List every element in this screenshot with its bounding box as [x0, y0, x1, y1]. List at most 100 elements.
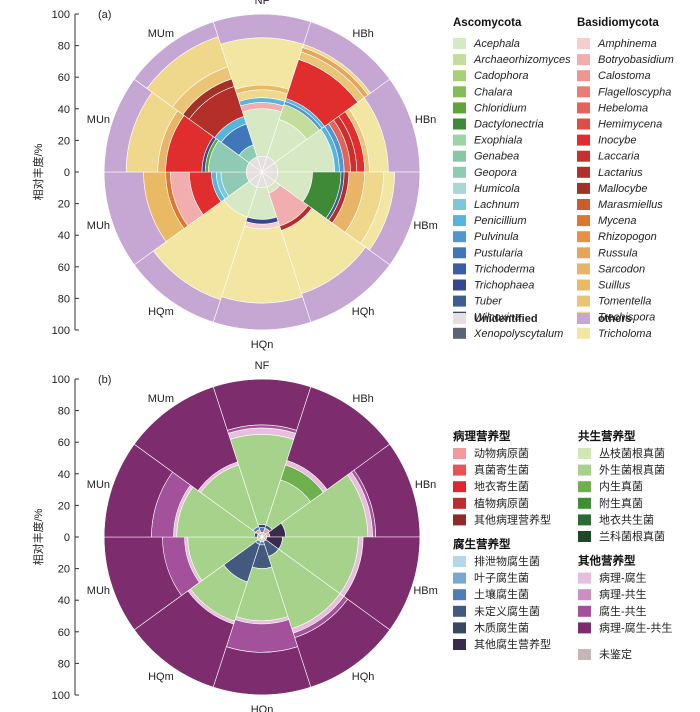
- legend-label: 木质腐生菌: [474, 620, 529, 634]
- y-axis-label: 相对丰度/%: [31, 508, 45, 565]
- legend-item-mycena: Mycena: [577, 215, 637, 227]
- legend-label: 其他病理营养型: [474, 512, 551, 526]
- legend-label: Botryobasidium: [598, 54, 674, 66]
- legend-swatch: [577, 313, 590, 324]
- radial-axis: 100 80 60 40 20 0 20 40 60 80 100 相对丰度/%: [31, 374, 79, 702]
- tick-label-up-40: 40: [58, 104, 70, 116]
- category-label-hqm: HQm: [148, 671, 174, 683]
- legend-item-exophiala: Exophiala: [453, 134, 522, 147]
- legend-label: Hemimycena: [598, 119, 662, 131]
- legend-item-item-4: 其他病理营养型: [453, 512, 551, 526]
- legend-swatch: [453, 481, 466, 493]
- legend-label: 土壤腐生菌: [474, 587, 529, 601]
- legend-swatch: [453, 295, 466, 307]
- category-label-hqh: HQh: [352, 671, 375, 683]
- legend-label: Trichophaea: [474, 280, 534, 292]
- legend-label: 内生真菌: [599, 479, 643, 493]
- bar-segment-nf-6: [212, 378, 312, 431]
- bar-segment-hqn-6: [212, 646, 312, 696]
- legend-swatch: [577, 199, 590, 210]
- legend-swatch: [453, 54, 466, 66]
- legend-swatch: [453, 639, 466, 650]
- legend-item-cadophora: Cadophora: [453, 70, 528, 82]
- legend-label: 未鉴定: [599, 647, 632, 661]
- category-label-muh: MUh: [87, 585, 110, 597]
- legend-heading-3: 其他营养型: [578, 554, 636, 568]
- legend-swatch: [577, 279, 590, 291]
- legend-swatch: [577, 118, 590, 130]
- legend-swatch: [453, 556, 466, 567]
- legend-swatch: [577, 327, 590, 339]
- legend-label: 外生菌根真菌: [599, 463, 665, 477]
- tick-label-down-60: 60: [58, 262, 70, 274]
- legend-swatch: [453, 464, 466, 476]
- tick-label-up-60: 60: [58, 437, 70, 449]
- legend-label: 附生真菌: [599, 496, 643, 510]
- legend-label: 丛枝菌根真菌: [599, 446, 665, 460]
- legend-item-item-101: 外生菌根真菌: [578, 463, 665, 477]
- legend-label: Acephala: [473, 38, 520, 50]
- legend-label: Suillus: [598, 280, 631, 292]
- legend-item-mallocybe: Mallocybe: [577, 182, 648, 195]
- legend-swatch: [453, 514, 466, 526]
- legend-swatch: [577, 54, 590, 66]
- legend-item-item-301: 病理-共生: [578, 587, 647, 601]
- legend-label: Tricholoma: [598, 328, 652, 340]
- legend-item-pustularia: Pustularia: [453, 247, 523, 259]
- tick-label-up-0: 0: [64, 167, 70, 179]
- legend-item-item-0: 动物病原菌: [453, 446, 529, 460]
- legend-item-item-104: 地衣共生菌: [578, 512, 654, 526]
- legend-swatch: [577, 86, 590, 98]
- legend-label: Amphinema: [597, 38, 657, 50]
- tick-label-down-60: 60: [58, 627, 70, 639]
- legend: 病理营养型动物病原菌真菌寄生菌地衣寄生菌植物病原菌其他病理营养型腐生营养型排泄物…: [453, 429, 672, 661]
- chart-panel-a: NF HBh HBn HBm HQh HQn HQm MUh MUn MUm 100 80 60 40 20…: [31, 0, 674, 351]
- legend-label: Wilcoxina: [474, 312, 521, 324]
- legend-swatch: [577, 247, 590, 259]
- legend-swatch: [578, 514, 591, 526]
- legend-label: Archaeorhizomyces: [473, 54, 571, 66]
- legend-item-trichophaea: Trichophaea: [453, 279, 534, 292]
- tick-label-down-80: 80: [58, 293, 70, 305]
- chart-panel-b: NF HBh HBn HBm HQh HQn HQm MUh MUn MUm 100 80 60 40 20…: [31, 360, 672, 712]
- legend-item-item-201: 叶子腐生菌: [453, 571, 529, 585]
- legend-swatch: [453, 215, 466, 227]
- legend-item-laccaria: Laccaria: [577, 150, 640, 163]
- legend-item-chloridium: Chloridium: [453, 102, 527, 114]
- legend-item-item-204: 木质腐生菌: [453, 620, 529, 634]
- legend-item-item-100: 丛枝菌根真菌: [578, 446, 665, 460]
- legend-label: 病理-腐生-共生: [599, 620, 672, 634]
- category-label-mum: MUm: [148, 393, 174, 405]
- legend-item-amphinema: Amphinema: [577, 38, 657, 50]
- radial-axis: 100 80 60 40 20 0 20 40 60 80 100 相对丰度/%: [31, 9, 79, 337]
- legend-label: Laccaria: [598, 151, 640, 163]
- legend-item-marasmiellus: Marasmiellus: [577, 199, 663, 211]
- legend-label: Inocybe: [598, 135, 637, 147]
- legend-swatch: [578, 605, 591, 617]
- category-label-hqm: HQm: [148, 306, 174, 318]
- tick-label-down-80: 80: [58, 658, 70, 670]
- legend-swatch: [577, 70, 590, 82]
- legend-swatch: [453, 199, 466, 210]
- legend-item-rhizopogon: Rhizopogon: [577, 231, 657, 243]
- legend-item-item-203: 未定义腐生菌: [453, 604, 540, 618]
- legend-swatch: [577, 102, 590, 114]
- legend-label: 未定义腐生菌: [474, 604, 540, 618]
- legend-swatch: [453, 279, 466, 291]
- category-label-mum: MUm: [148, 28, 174, 40]
- category-label-hqn: HQn: [251, 339, 274, 351]
- legend-swatch: [453, 166, 466, 178]
- legend-swatch: [453, 231, 466, 243]
- legend-label: Pustularia: [474, 247, 523, 259]
- legend-label: Trechispora: [598, 312, 655, 324]
- legend-label: Marasmiellus: [598, 199, 663, 211]
- legend-swatch: [453, 497, 466, 509]
- legend-label: others: [598, 313, 632, 325]
- legend-item-item-103: 附生真菌: [578, 496, 643, 510]
- legend-item-hebeloma: Hebeloma: [577, 102, 648, 114]
- legend-item-russula: Russula: [577, 247, 638, 259]
- tick-label-down-100: 100: [52, 690, 70, 702]
- category-label-hbn: HBn: [415, 114, 436, 126]
- legend-label: 病理-共生: [599, 587, 647, 601]
- legend-item-item-303: 病理-腐生-共生: [578, 620, 672, 634]
